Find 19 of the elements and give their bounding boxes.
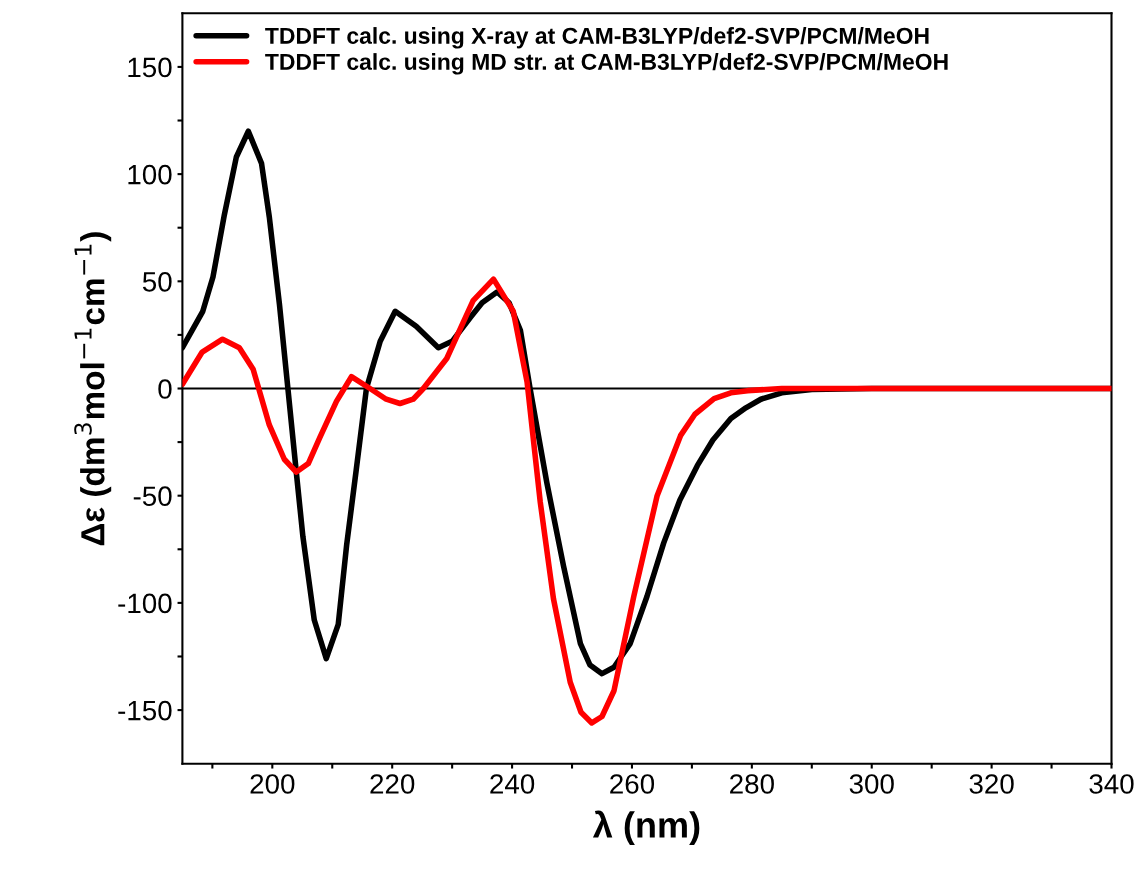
y-tick-label: 100 bbox=[128, 164, 172, 185]
y-tick-label: -50 bbox=[133, 486, 172, 507]
y-tick-label: 150 bbox=[128, 57, 172, 78]
x-tick-label: 300 bbox=[849, 774, 894, 794]
y-tick-label: 50 bbox=[142, 271, 172, 292]
x-tick-label: 260 bbox=[610, 774, 655, 794]
x-tick-label: 320 bbox=[969, 774, 1014, 794]
legend-label: TDDFT calc. using MD str. at CAM-B3LYP/def2-SVP/PCM/MeOH bbox=[265, 53, 948, 75]
legend-label: TDDFT calc. using X-ray at CAM-B3LYP/def2-SVP/PCM/MeOH bbox=[265, 27, 929, 49]
y-tick-label: 0 bbox=[158, 379, 172, 399]
x-tick-label: 280 bbox=[730, 774, 774, 794]
x-tick-label: 340 bbox=[1089, 774, 1134, 794]
x-tick-label: 200 bbox=[250, 774, 295, 794]
x-axis-title: λ (nm) bbox=[592, 810, 700, 845]
x-tick-label: 220 bbox=[370, 774, 415, 794]
y-tick-label: -150 bbox=[118, 700, 172, 721]
y-axis-title: Δε (dm$^{3}$mol$^{−1}$cm$^{−1}$) bbox=[74, 232, 112, 546]
x-tick-label: 240 bbox=[490, 774, 535, 794]
y-tick-label: -100 bbox=[118, 593, 172, 614]
